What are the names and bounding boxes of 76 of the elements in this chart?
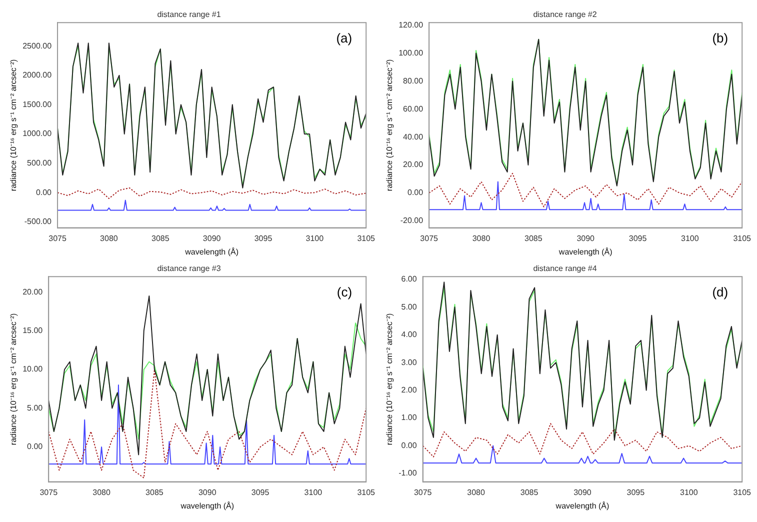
x-axis-title: wavelength (Å)	[554, 501, 610, 510]
chart-title: distance range #2	[533, 10, 598, 20]
line-series	[429, 172, 742, 208]
y-tick-label: 120.00	[398, 20, 424, 30]
line-series	[422, 423, 742, 458]
x-tick-label: 3080	[472, 234, 491, 243]
y-tick-label: 0.00	[407, 188, 424, 198]
y-axis-title: radiance (10⁻¹⁶ erg s⁻¹ cm⁻² arcsec⁻²)	[385, 312, 394, 446]
y-tick-label: 1.00	[401, 413, 418, 422]
x-tick-label: 3085	[151, 234, 170, 243]
x-tick-label: 3100	[304, 488, 323, 497]
x-tick-label: 3075	[40, 488, 58, 497]
annotation: (d)	[712, 284, 728, 300]
x-tick-label: 3105	[733, 234, 752, 243]
x-tick-label: 3105	[357, 234, 376, 243]
line-series	[58, 187, 366, 199]
y-tick-label: 5.00	[401, 302, 418, 312]
x-tick-label: 3080	[100, 234, 118, 243]
x-tick-label: 3075	[414, 488, 432, 497]
x-tick-label: 3085	[146, 488, 164, 497]
y-tick-label: 3.00	[401, 358, 418, 367]
y-tick-label: 0.00	[27, 442, 44, 452]
x-tick-label: 3105	[357, 488, 376, 497]
y-tick-label: 20.00	[22, 287, 44, 296]
x-axis-title: wavelength (Å)	[558, 247, 613, 256]
y-tick-label: 2.00	[401, 385, 418, 394]
x-tick-label: 3085	[520, 488, 539, 497]
x-tick-label: 3100	[306, 234, 324, 243]
y-tick-label: 100.00	[398, 48, 424, 58]
x-tick-label: 3095	[251, 488, 270, 497]
y-axis-title: radiance (10⁻¹⁶ erg s⁻¹ cm⁻² arcsec⁻²)	[385, 58, 394, 192]
y-tick-label: 15.00	[22, 326, 44, 336]
annotation: (a)	[336, 30, 352, 46]
y-tick-label: 1000.00	[22, 129, 52, 138]
y-tick-label: 6.00	[401, 274, 418, 284]
x-tick-label: 3090	[198, 488, 217, 497]
y-tick-label: 0.00	[36, 188, 52, 197]
y-tick-label: 80.00	[403, 76, 424, 86]
y-axis-title: radiance (10⁻¹⁶ erg s⁻¹ cm⁻² arcsec⁻²)	[9, 58, 18, 192]
y-tick-label: 20.00	[403, 160, 424, 170]
y-tick-label: 5.00	[27, 403, 44, 412]
y-tick-label: 500.00	[27, 158, 52, 168]
y-tick-label: 40.00	[403, 132, 424, 142]
y-tick-label: -20.00	[400, 216, 424, 226]
x-tick-label: 3085	[524, 234, 543, 243]
y-tick-label: -1.00	[398, 468, 418, 478]
chart-title: distance range #1	[157, 10, 222, 20]
y-tick-label: 2500.00	[22, 41, 52, 50]
annotation: (b)	[712, 30, 728, 46]
x-tick-label: 3080	[92, 488, 111, 497]
x-tick-label: 3095	[254, 234, 273, 243]
x-tick-label: 3105	[733, 488, 752, 497]
x-tick-label: 3095	[626, 488, 646, 497]
y-axis-title: radiance (10⁻¹⁶ erg s⁻¹ cm⁻² arcsec⁻²)	[9, 312, 18, 446]
chart-title: distance range #3	[157, 264, 222, 274]
y-tick-label: 1500.00	[22, 100, 52, 109]
x-tick-label: 3090	[202, 234, 222, 243]
x-axis-title: wavelength (Å)	[180, 501, 234, 510]
y-tick-label: 2000.00	[22, 70, 52, 80]
y-tick-label: 10.00	[22, 364, 44, 374]
chart-title: distance range #4	[533, 264, 598, 274]
x-axis-title: wavelength (Å)	[184, 247, 239, 256]
x-tick-label: 3075	[420, 234, 439, 243]
y-tick-label: 0.00	[401, 440, 418, 450]
y-tick-label: 4.00	[401, 330, 418, 340]
y-tick-label: 60.00	[403, 104, 424, 114]
x-tick-label: 3075	[48, 234, 67, 243]
line-series	[48, 369, 366, 478]
x-tick-label: 3080	[467, 488, 486, 497]
x-tick-label: 3100	[681, 234, 700, 243]
x-tick-label: 3090	[574, 488, 592, 497]
x-tick-label: 3090	[576, 234, 596, 243]
annotation: (c)	[336, 284, 352, 300]
x-tick-label: 3100	[680, 488, 698, 497]
x-tick-label: 3095	[628, 234, 648, 243]
y-tick-label: -500.00	[24, 217, 52, 226]
